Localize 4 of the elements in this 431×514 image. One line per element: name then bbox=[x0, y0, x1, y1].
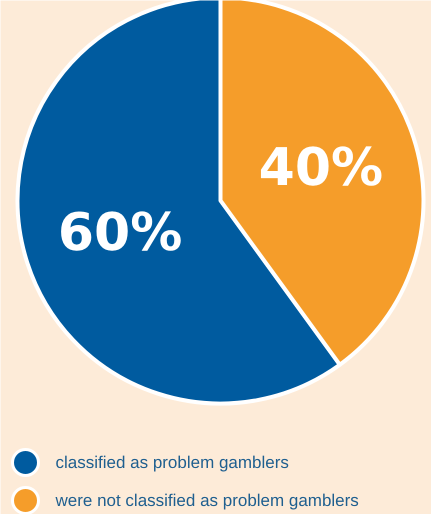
legend-label: were not classified as problem gamblers bbox=[54, 491, 359, 510]
legend-label: classified as problem gamblers bbox=[56, 453, 289, 472]
data-label: 40% bbox=[258, 138, 384, 198]
data-label: 60% bbox=[58, 203, 182, 264]
